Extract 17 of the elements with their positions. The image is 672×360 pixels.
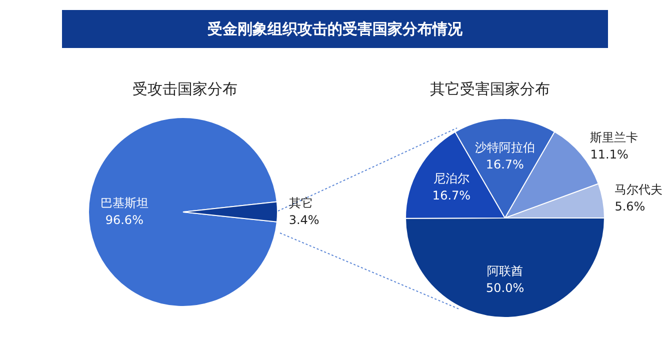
slice-label: 其它 [288,196,313,210]
data-label: 96.6% [105,213,144,228]
data-label: 16.7% [486,157,524,172]
chart-subtitle: 受攻击国家分布 [132,80,238,99]
data-label: 3.4% [288,212,320,227]
slice-label: 马尔代夫 [614,182,663,197]
slice-label: 巴基斯坦 [100,196,148,210]
data-label: 50.0% [486,280,524,295]
slice-label: 斯里兰卡 [590,130,638,144]
data-label: 16.7% [432,188,471,202]
chart-title: 受金刚象组织攻击的受害国家分布情况 [62,10,608,48]
data-label: 5.6% [614,200,646,214]
slice-label: 阿联酋 [487,264,524,278]
slice-label: 沙特阿拉伯 [474,140,535,154]
data-label: 11.1% [590,147,628,162]
slice-label: 尼泊尔 [433,171,470,186]
chart-subtitle: 其它受害国家分布 [430,80,550,99]
